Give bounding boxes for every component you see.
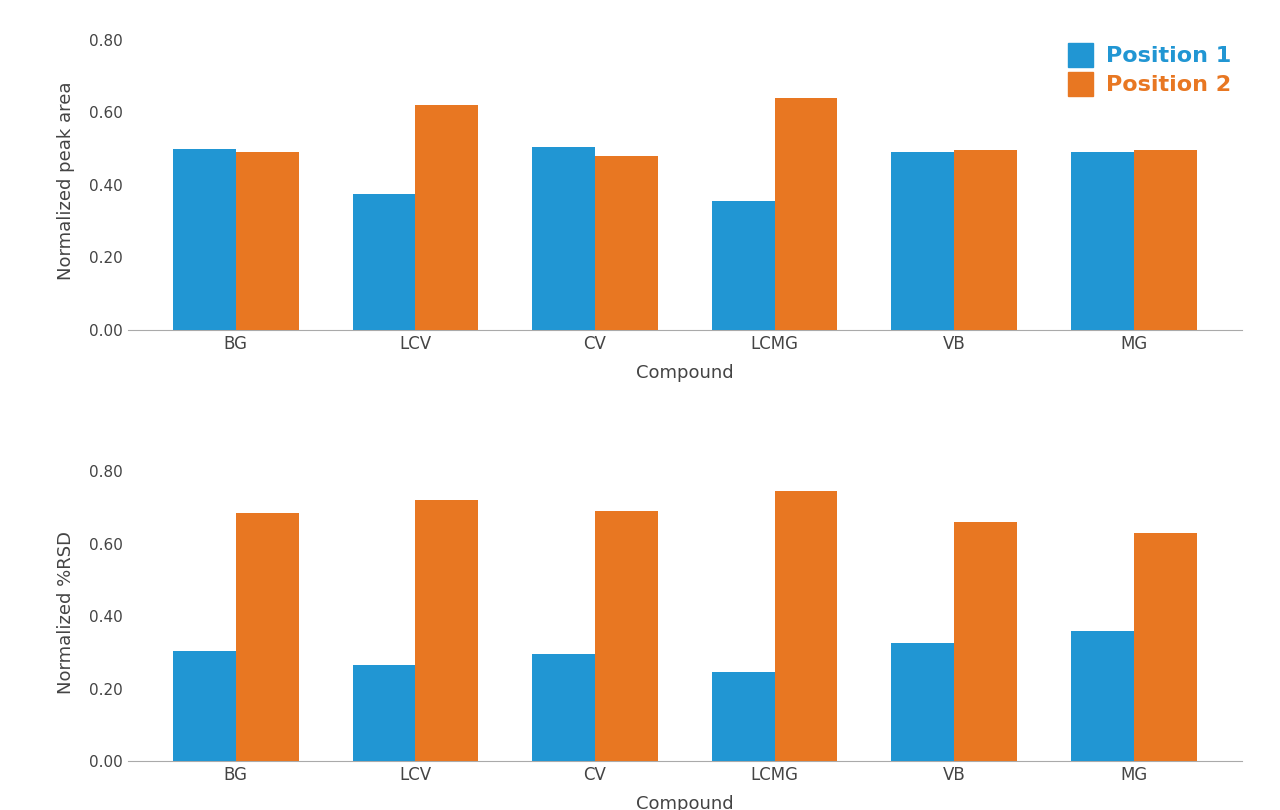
Y-axis label: Normalized %RSD: Normalized %RSD xyxy=(58,531,76,694)
Bar xyxy=(1071,152,1134,330)
Bar xyxy=(352,665,416,761)
Legend: Position 1, Position 2: Position 1, Position 2 xyxy=(1069,43,1231,96)
Bar xyxy=(595,511,658,761)
Bar xyxy=(954,522,1018,761)
X-axis label: Compound: Compound xyxy=(636,795,733,810)
Bar xyxy=(416,500,479,761)
Bar xyxy=(236,152,298,330)
Bar xyxy=(236,513,298,761)
Bar xyxy=(416,105,479,330)
X-axis label: Compound: Compound xyxy=(636,364,733,382)
Bar xyxy=(352,194,416,330)
Bar xyxy=(1134,533,1197,761)
Bar xyxy=(532,147,595,330)
Bar xyxy=(173,148,236,330)
Bar xyxy=(712,201,774,330)
Bar xyxy=(1134,151,1197,330)
Bar xyxy=(891,152,954,330)
Bar xyxy=(891,643,954,761)
Y-axis label: Normalized peak area: Normalized peak area xyxy=(58,82,76,280)
Bar xyxy=(595,156,658,330)
Bar xyxy=(774,491,837,761)
Bar xyxy=(954,151,1018,330)
Bar xyxy=(532,654,595,761)
Bar xyxy=(712,672,774,761)
Bar xyxy=(774,98,837,330)
Bar xyxy=(173,650,236,761)
Bar xyxy=(1071,631,1134,761)
